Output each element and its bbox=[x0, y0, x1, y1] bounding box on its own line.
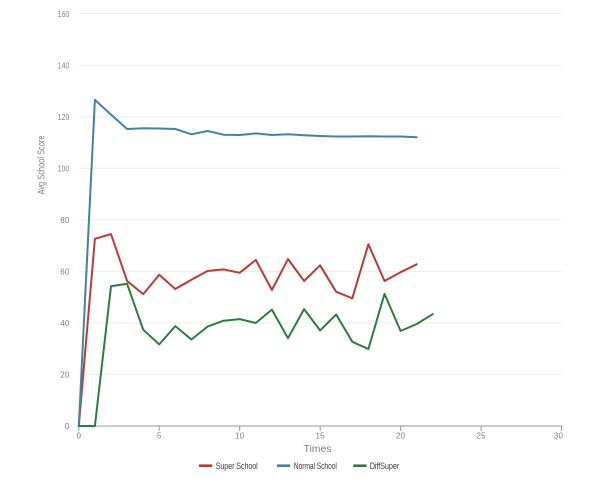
svg-text:120: 120 bbox=[58, 113, 70, 122]
svg-text:30: 30 bbox=[554, 431, 564, 440]
svg-text:Avg School Score: Avg School Score bbox=[37, 135, 48, 194]
svg-text:140: 140 bbox=[58, 61, 70, 70]
svg-text:Super School: Super School bbox=[216, 461, 258, 471]
svg-text:60: 60 bbox=[60, 268, 70, 277]
svg-text:25: 25 bbox=[476, 431, 486, 440]
svg-text:0: 0 bbox=[76, 431, 81, 440]
svg-text:15: 15 bbox=[316, 431, 326, 440]
svg-text:Normal School: Normal School bbox=[294, 461, 337, 471]
svg-text:160: 160 bbox=[58, 10, 70, 19]
svg-text:0: 0 bbox=[65, 422, 70, 431]
svg-text:20: 20 bbox=[60, 371, 70, 380]
svg-text:DiffSuper: DiffSuper bbox=[370, 461, 400, 471]
svg-text:80: 80 bbox=[60, 216, 70, 225]
svg-text:5: 5 bbox=[157, 431, 162, 440]
svg-text:40: 40 bbox=[60, 319, 70, 328]
svg-text:20: 20 bbox=[396, 431, 406, 440]
svg-text:Times: Times bbox=[304, 444, 332, 455]
svg-text:100: 100 bbox=[58, 164, 70, 173]
svg-text:10: 10 bbox=[235, 431, 245, 440]
